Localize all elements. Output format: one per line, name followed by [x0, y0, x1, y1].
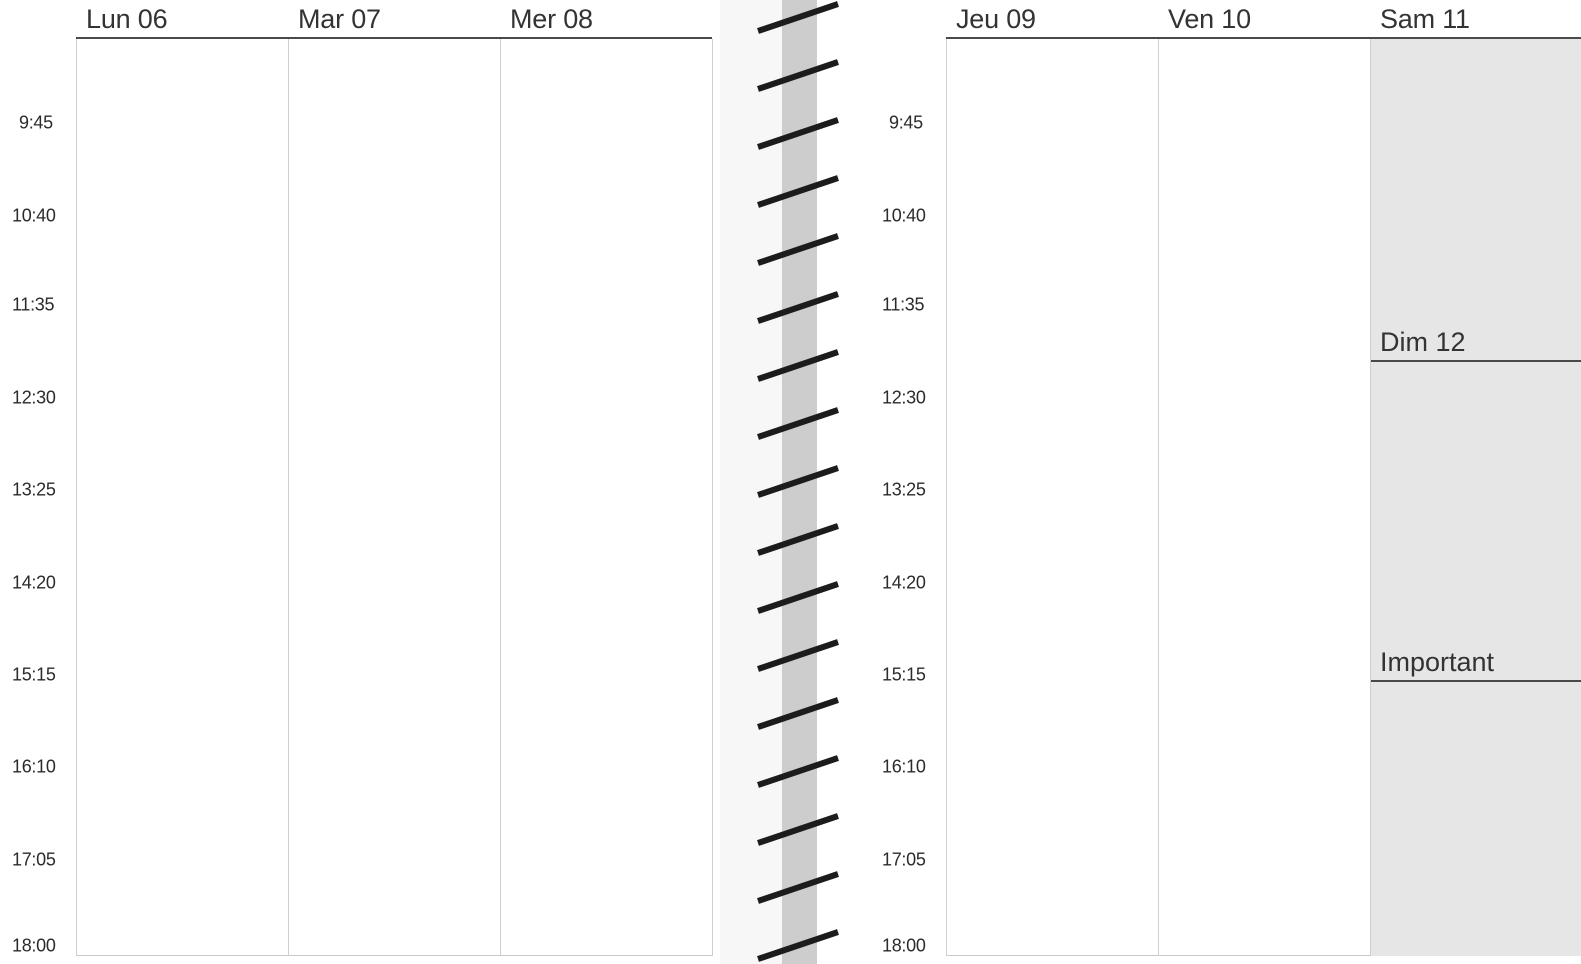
day-column-fri[interactable] — [1158, 39, 1370, 956]
time-label-1325: 13:25 — [12, 479, 56, 500]
day-label-thu: Jeu 09 — [956, 4, 1036, 34]
day-header-wed: Mer 08 — [500, 0, 712, 39]
day-header-sat: Sam 11 — [1370, 0, 1581, 39]
time-label-1135: 11:35 — [12, 294, 55, 315]
time-label-1610: 16:10 — [882, 756, 926, 777]
day-header-mon: Lun 06 — [76, 0, 288, 39]
time-label-1040: 10:40 — [12, 205, 56, 226]
time-label-1230: 12:30 — [12, 387, 56, 408]
column-divider — [1158, 39, 1159, 956]
column-divider — [288, 39, 289, 956]
spiral-binding — [720, 0, 839, 964]
left-page: 9:45 10:40 11:35 12:30 13:25 14:20 15:15… — [0, 0, 720, 964]
time-label-1800: 18:00 — [12, 935, 56, 956]
day-header-fri: Ven 10 — [1158, 0, 1370, 39]
column-divider — [1370, 39, 1371, 956]
day-label-sat: Sam 11 — [1380, 4, 1470, 34]
day-column-tue[interactable] — [288, 39, 500, 956]
time-label-1800: 18:00 — [882, 935, 926, 956]
time-label-1135: 11:35 — [882, 294, 925, 315]
time-label-1515: 15:15 — [12, 664, 56, 685]
notes-header: Important — [1370, 643, 1581, 682]
day-label-wed: Mer 08 — [510, 4, 593, 34]
day-header-thu: Jeu 09 — [946, 0, 1158, 39]
notes-label: Important — [1380, 647, 1495, 677]
day-column-thu[interactable] — [946, 39, 1158, 956]
column-divider — [946, 39, 947, 956]
time-label-1515: 15:15 — [882, 664, 926, 685]
column-divider — [500, 39, 501, 956]
day-label-sun: Dim 12 — [1380, 327, 1466, 357]
day-column-wed[interactable] — [500, 39, 712, 956]
day-header-tue: Mar 07 — [288, 0, 500, 39]
time-label-1230: 12:30 — [882, 387, 926, 408]
day-label-tue: Mar 07 — [298, 4, 381, 34]
time-label-0945: 9:45 — [19, 112, 53, 133]
right-page: 9:45 10:40 11:35 12:30 13:25 14:20 15:15… — [870, 0, 1581, 964]
day-label-fri: Ven 10 — [1168, 4, 1251, 34]
time-label-1040: 10:40 — [882, 205, 926, 226]
day-label-mon: Lun 06 — [86, 4, 168, 34]
day-column-mon[interactable] — [76, 39, 288, 956]
column-divider — [76, 39, 77, 956]
time-label-1325: 13:25 — [882, 479, 926, 500]
time-label-1705: 17:05 — [882, 849, 926, 870]
time-label-1705: 17:05 — [12, 849, 56, 870]
spiral-coils — [757, 1, 839, 962]
time-label-1420: 14:20 — [882, 572, 926, 593]
time-label-0945: 9:45 — [889, 112, 923, 133]
time-label-1420: 14:20 — [12, 572, 56, 593]
time-label-1610: 16:10 — [12, 756, 56, 777]
binding-shadow — [720, 0, 782, 964]
day-header-sun: Dim 12 — [1370, 323, 1581, 362]
column-divider — [712, 39, 713, 956]
weekend-column[interactable]: Dim 12 Important — [1370, 39, 1581, 956]
